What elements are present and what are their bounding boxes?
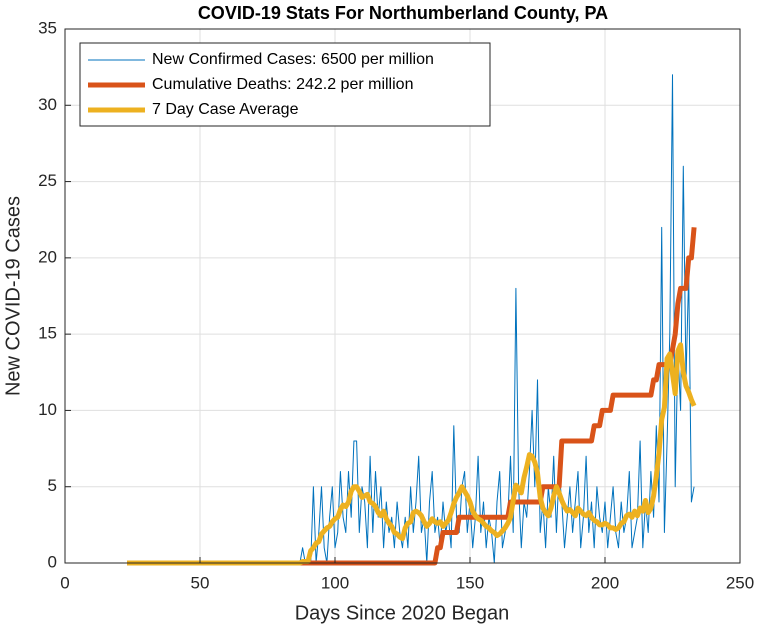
x-tick-label: 200 xyxy=(591,573,619,592)
x-tick-label: 50 xyxy=(191,573,210,592)
y-tick-label: 0 xyxy=(48,552,57,571)
x-tick-label: 250 xyxy=(726,573,754,592)
y-tick-label: 20 xyxy=(38,247,57,266)
y-tick-label: 35 xyxy=(38,18,57,37)
y-tick-label: 10 xyxy=(38,400,57,419)
x-tick-label: 0 xyxy=(60,573,69,592)
legend-label: 7 Day Case Average xyxy=(152,101,299,118)
x-axis-label: Days Since 2020 Began xyxy=(295,602,510,624)
y-tick-label: 5 xyxy=(48,476,57,495)
x-tick-label: 100 xyxy=(321,573,349,592)
y-tick-label: 30 xyxy=(38,95,57,114)
plot-frame xyxy=(64,28,741,564)
x-tick-label: 150 xyxy=(456,573,484,592)
chart-title: COVID-19 Stats For Northumberland County… xyxy=(198,3,608,23)
legend-box xyxy=(79,42,491,127)
legend-label: Cumulative Deaths: 242.2 per million xyxy=(152,76,413,93)
y-tick-label: 25 xyxy=(38,171,57,190)
y-tick-label: 15 xyxy=(38,324,57,343)
y-axis-label: New COVID-19 Cases xyxy=(2,196,24,396)
legend-label: New Confirmed Cases: 6500 per million xyxy=(152,51,434,68)
